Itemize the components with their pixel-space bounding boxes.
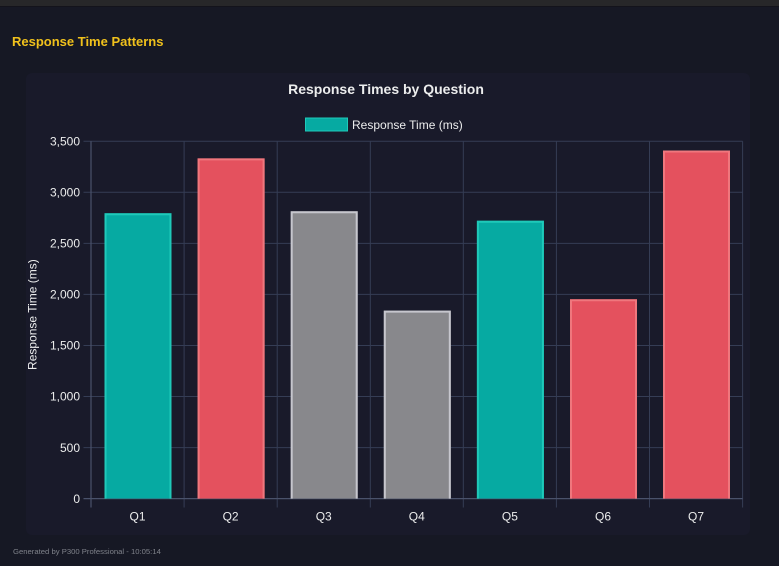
svg-text:3,500: 3,500 [50, 135, 80, 149]
svg-text:Q1: Q1 [129, 510, 145, 524]
svg-text:Response Times by Question: Response Times by Question [288, 81, 484, 97]
svg-text:2,500: 2,500 [50, 237, 80, 251]
svg-text:3,000: 3,000 [50, 186, 80, 200]
svg-text:Response Time (ms): Response Time (ms) [352, 118, 463, 132]
svg-text:Q7: Q7 [688, 510, 704, 524]
svg-text:Q6: Q6 [595, 510, 611, 524]
svg-text:0: 0 [73, 492, 80, 506]
svg-text:1,500: 1,500 [50, 339, 80, 353]
svg-text:2,000: 2,000 [50, 288, 80, 302]
svg-text:Q5: Q5 [502, 510, 518, 524]
svg-text:Q3: Q3 [316, 510, 332, 524]
svg-text:Q2: Q2 [223, 510, 239, 524]
svg-text:1,000: 1,000 [50, 390, 80, 404]
svg-text:500: 500 [60, 441, 80, 455]
svg-text:Response Time (ms): Response Time (ms) [26, 259, 40, 370]
svg-text:Q4: Q4 [409, 510, 425, 524]
